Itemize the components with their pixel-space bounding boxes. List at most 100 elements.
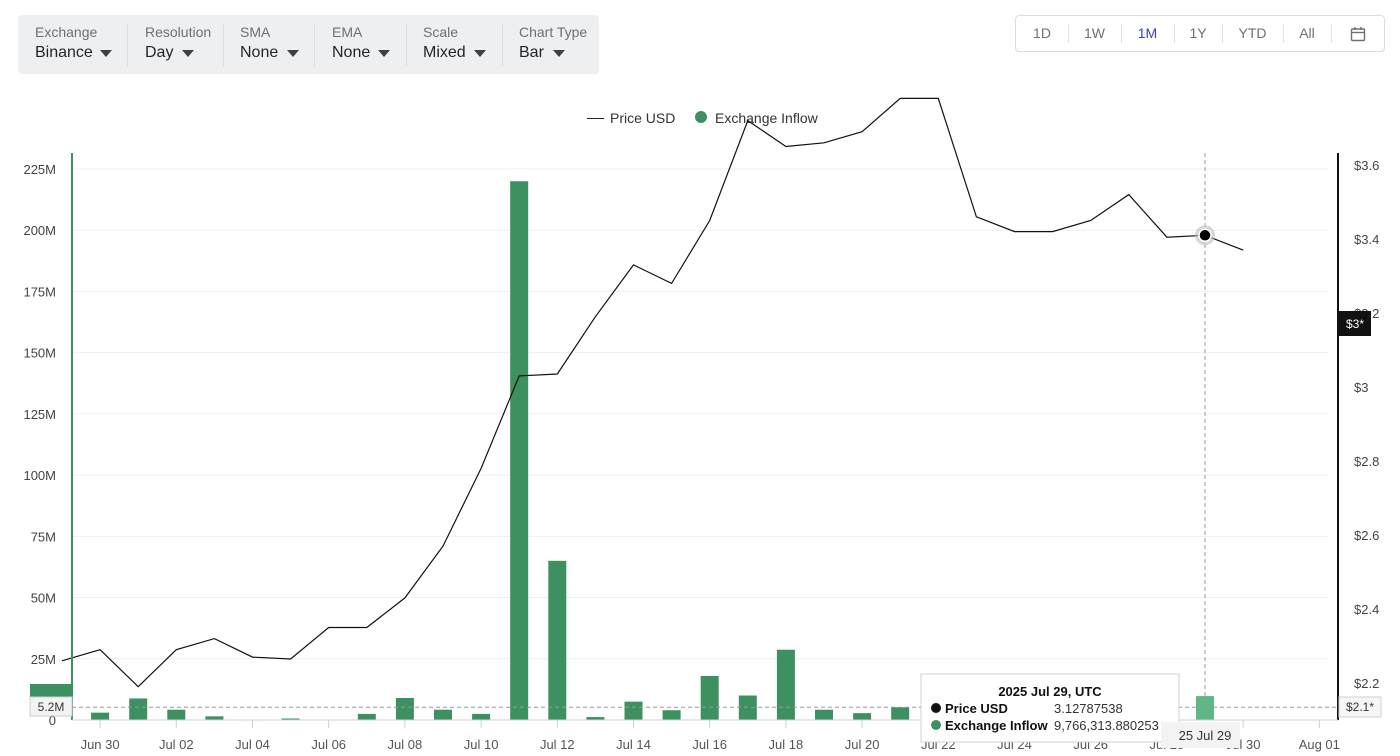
left-y-tick-label: 125M [23, 407, 56, 422]
x-tick-label: Jul 14 [616, 737, 651, 752]
dot-swatch-icon [695, 111, 707, 124]
exchange-label: Exchange [35, 24, 98, 40]
x-tick-label: Jun 30 [81, 737, 120, 752]
right-y-axis-labels: $2.2$2.4$2.6$2.8$3$3.2$3.4$3.6 [1354, 158, 1379, 691]
tooltip-inflow-name: Exchange Inflow [945, 718, 1048, 733]
exchange-select[interactable]: Exchange Binance [18, 15, 127, 74]
left-y-tick-label: 75M [31, 529, 56, 544]
inflow-bar [662, 710, 681, 720]
inflow-bar [472, 713, 491, 720]
ema-select[interactable]: EMA None [314, 15, 406, 74]
right-y-tick-label: $3 [1354, 380, 1368, 395]
range-ytd-button[interactable]: YTD [1238, 25, 1267, 41]
inflow-bar [281, 718, 300, 720]
chart-type-value: Bar [519, 44, 544, 61]
chevron-down-icon [100, 50, 112, 57]
inflow-bar [510, 181, 529, 720]
tooltip-price-dot [931, 703, 941, 713]
x-tick-label: Jul 10 [464, 737, 499, 752]
left-y-tick-label: 100M [23, 468, 56, 483]
inflow-bar [700, 675, 719, 720]
sma-label: SMA [240, 24, 271, 40]
left-y-tick-label: 50M [31, 591, 56, 606]
left-y-tick-label: 0 [49, 713, 56, 728]
divider [1331, 24, 1332, 43]
chevron-down-icon [474, 50, 486, 57]
tooltip: 2025 Jul 29, UTC Price USD 3.12787538 Ex… [920, 673, 1180, 743]
left-y-tick-label: 25M [31, 652, 56, 667]
time-range-selector: 1D 1W 1M 1Y YTD All [1015, 15, 1385, 52]
divider [314, 24, 315, 66]
resolution-select[interactable]: Resolution Day [127, 15, 223, 74]
inflow-bar [853, 713, 872, 720]
left-value-badge [29, 696, 73, 717]
tooltip-box [920, 673, 1180, 743]
range-1w-button[interactable]: 1W [1084, 25, 1105, 41]
tooltip-title: 2025 Jul 29, UTC [998, 684, 1102, 699]
range-all-button[interactable]: All [1299, 25, 1315, 41]
legend-price-label: Price USD [610, 110, 676, 126]
chevron-down-icon [378, 50, 390, 57]
sma-select[interactable]: SMA None [223, 15, 314, 74]
right-price-label: $3* [1346, 317, 1364, 331]
inflow-bars [91, 181, 1214, 721]
inflow-bar [815, 709, 833, 720]
divider [1174, 24, 1175, 43]
range-1y-button[interactable]: 1Y [1189, 25, 1207, 41]
x-tick-label: Jul 02 [159, 737, 194, 752]
sma-value: None [240, 44, 279, 61]
legend-inflow[interactable]: Exchange Inflow [695, 110, 818, 126]
x-tick-label: Jul 08 [388, 737, 423, 752]
divider [1068, 24, 1069, 43]
scale-select[interactable]: Scale Mixed [406, 15, 502, 74]
inflow-bar [91, 712, 110, 720]
legend-price[interactable]: Price USD [587, 110, 675, 126]
x-tick-label: Jul 18 [769, 737, 804, 752]
right-y-tick-label: $2.2 [1354, 676, 1379, 691]
right-y-tick-label: $2.8 [1354, 454, 1379, 469]
divider [406, 24, 407, 66]
chart-controls: Exchange Binance Resolution Day SMA None… [18, 15, 599, 74]
left-y-axis-labels: 0 25M 50M 75M 100M 125M 150M 175M 200M 225M [23, 162, 56, 728]
line-swatch-icon [587, 117, 604, 120]
crosshair-date-badge [1161, 722, 1240, 748]
inflow-bar [357, 713, 376, 720]
range-1m-button[interactable]: 1M [1137, 25, 1158, 41]
hover-point [1198, 228, 1212, 243]
divider [1222, 24, 1223, 43]
gridlines [72, 168, 1328, 660]
right-price-badge [1339, 311, 1371, 336]
resolution-value: Day [145, 44, 174, 61]
tooltip-inflow-dot [931, 720, 941, 730]
left-value-label: 5.2M [38, 700, 65, 714]
tooltip-inflow-value: 9,766,313.880253 [1054, 718, 1159, 733]
chart-type-select[interactable]: Chart Type Bar [502, 15, 599, 74]
right-low-label: $2.1* [1346, 700, 1374, 714]
inflow-bar [167, 709, 186, 720]
scale-label: Scale [423, 24, 459, 40]
divider [223, 24, 224, 66]
inflow-bar [891, 707, 910, 720]
inflow-bar [548, 560, 567, 720]
ema-label: EMA [332, 24, 363, 40]
legend-inflow-label: Exchange Inflow [715, 110, 818, 126]
tooltip-price-name: Price USD [945, 701, 1008, 716]
left-y-tick-label: 175M [23, 284, 56, 299]
divider [502, 24, 503, 66]
right-y-tick-label: $2.4 [1354, 602, 1379, 617]
scale-value: Mixed [423, 44, 466, 61]
inflow-bar [776, 649, 795, 720]
right-y-tick-label: $2.6 [1354, 528, 1379, 543]
left-y-tick-label: 200M [23, 223, 56, 238]
x-tick-label: Jul 04 [235, 737, 270, 752]
resolution-label: Resolution [145, 24, 212, 40]
inflow-bar [129, 698, 148, 720]
range-1d-button[interactable]: 1D [1033, 25, 1051, 41]
calendar-icon[interactable] [1331, 16, 1384, 51]
left-y-tick-label: 225M [23, 162, 56, 177]
x-tick-label: Jul 12 [540, 737, 575, 752]
inflow-bar [586, 717, 605, 720]
inflow-bar [205, 716, 224, 720]
divider [1121, 24, 1122, 43]
